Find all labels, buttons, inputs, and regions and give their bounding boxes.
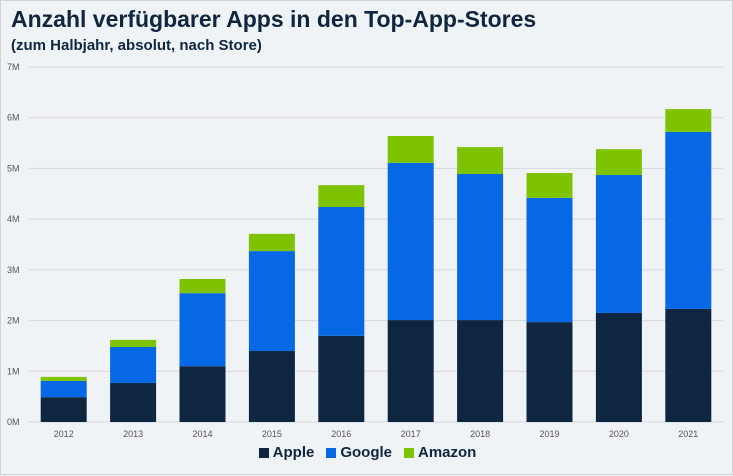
legend-label: Amazon bbox=[418, 444, 477, 461]
x-tick-label: 2021 bbox=[678, 429, 698, 439]
bar-amazon bbox=[110, 339, 157, 347]
bar-google bbox=[526, 197, 573, 323]
x-tick-label: 2014 bbox=[192, 429, 212, 439]
y-tick-label: 6M bbox=[7, 113, 20, 123]
y-tick-label: 1M bbox=[7, 366, 20, 376]
x-tick-label: 2017 bbox=[401, 429, 421, 439]
bar-apple bbox=[457, 320, 504, 422]
bar-apple bbox=[110, 382, 157, 422]
bar-amazon bbox=[40, 376, 87, 381]
legend-label: Google bbox=[340, 444, 392, 461]
bar-google bbox=[248, 251, 295, 351]
y-tick-label: 2M bbox=[7, 316, 20, 326]
y-tick-label: 7M bbox=[7, 62, 20, 72]
bar-apple bbox=[40, 397, 87, 422]
legend-swatch bbox=[326, 448, 337, 458]
chart-title: Anzahl verfügbarer Apps in den Top-App-S… bbox=[11, 6, 537, 32]
bar-google bbox=[665, 131, 712, 309]
legend-swatch bbox=[404, 448, 414, 458]
legend-swatch bbox=[258, 448, 269, 458]
bar-google bbox=[179, 293, 226, 367]
x-tick-label: 2020 bbox=[609, 429, 629, 439]
bar-amazon bbox=[457, 147, 504, 175]
x-tick-label: 2013 bbox=[123, 429, 143, 439]
bar-apple bbox=[387, 320, 434, 422]
bar-google bbox=[318, 206, 365, 336]
bar-amazon bbox=[248, 233, 295, 252]
bar-amazon bbox=[179, 278, 226, 294]
y-tick-label: 3M bbox=[7, 265, 20, 275]
x-tick-label: 2016 bbox=[331, 429, 351, 439]
bar-google bbox=[387, 162, 434, 321]
bar-apple bbox=[318, 335, 365, 422]
bar-google bbox=[110, 346, 157, 383]
bar-google bbox=[40, 380, 87, 398]
bar-apple bbox=[248, 351, 295, 422]
bar-amazon bbox=[665, 109, 712, 132]
chart-subtitle: (zum Halbjahr, absolut, nach Store) bbox=[11, 37, 262, 54]
y-tick-label: 5M bbox=[7, 163, 20, 173]
bar-google bbox=[595, 175, 642, 313]
bar-apple bbox=[526, 322, 573, 422]
y-tick-label: 4M bbox=[7, 214, 20, 224]
bar-amazon bbox=[318, 185, 365, 207]
legend-item-google[interactable]: Google bbox=[326, 444, 392, 461]
x-tick-label: 2015 bbox=[262, 429, 282, 439]
y-tick-label: 0M bbox=[7, 417, 20, 427]
bar-amazon bbox=[387, 135, 434, 163]
bar-google bbox=[457, 174, 504, 321]
legend: Apple Google Amazon bbox=[1, 444, 733, 461]
bar-apple bbox=[179, 366, 226, 422]
bar-amazon bbox=[526, 172, 573, 198]
legend-item-amazon[interactable]: Amazon bbox=[404, 444, 476, 461]
x-tick-label: 2019 bbox=[539, 429, 559, 439]
bar-amazon bbox=[595, 149, 642, 176]
legend-item-apple[interactable]: Apple bbox=[258, 444, 315, 461]
bar-apple bbox=[595, 312, 642, 422]
legend-label: Apple bbox=[272, 444, 315, 461]
bar-apple bbox=[665, 308, 712, 422]
x-tick-label: 2012 bbox=[54, 429, 74, 439]
x-tick-label: 2018 bbox=[470, 429, 490, 439]
